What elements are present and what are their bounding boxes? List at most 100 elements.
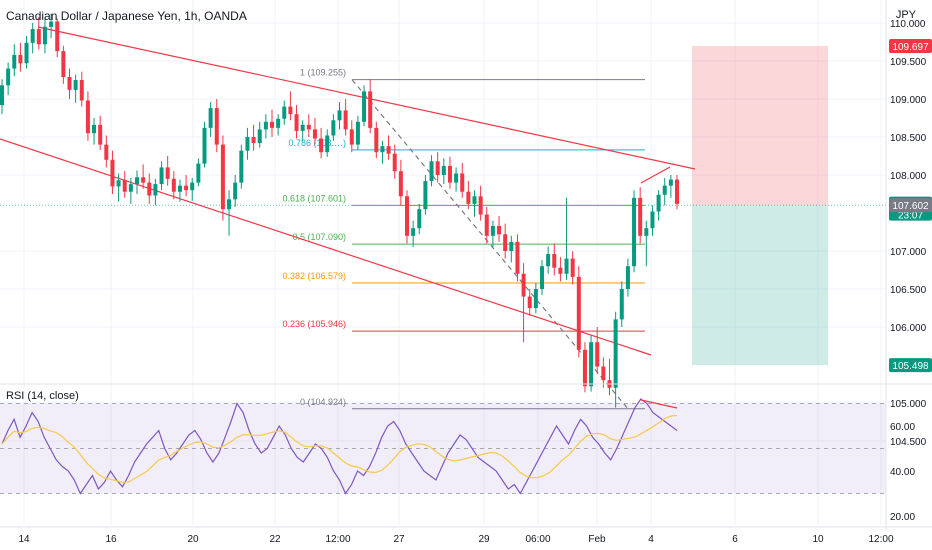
candle-body	[429, 161, 434, 182]
candle-body	[533, 289, 538, 308]
candle-body	[122, 180, 127, 192]
candle-body	[110, 159, 115, 187]
candle-body	[552, 254, 557, 268]
candle-body	[276, 118, 281, 128]
channel-upper-line	[37, 26, 696, 170]
candle-body	[546, 254, 551, 267]
rsi-indicator-label[interactable]: RSI (14, close)	[6, 390, 79, 402]
candle-body	[30, 29, 35, 43]
candle-body	[644, 228, 649, 236]
candle-body	[576, 276, 581, 350]
candle-body	[282, 106, 287, 119]
candle-body	[423, 181, 428, 210]
candle-body	[632, 197, 637, 267]
candle-body	[42, 26, 47, 45]
candle-body	[466, 191, 471, 204]
candle-body	[325, 135, 330, 153]
candle-body	[61, 51, 66, 77]
candlesticks	[0, 13, 679, 408]
currency-label[interactable]: JPY	[895, 9, 916, 21]
fib-level-label: 0.618 (107.601)	[282, 193, 346, 203]
fib-level-label: 0.236 (105.946)	[282, 319, 346, 329]
candle-body	[67, 76, 72, 90]
candle-body	[141, 177, 146, 183]
descending-channel[interactable]	[0, 26, 696, 356]
rsi-tick-label: 40.00	[890, 467, 915, 478]
channel-lower-line	[0, 138, 652, 356]
candle-body	[374, 127, 379, 153]
candle-body	[49, 21, 54, 27]
rsi-pane	[0, 398, 886, 495]
fib-level-label: 1 (109.255)	[300, 68, 346, 78]
price-badge-label: 109.697	[892, 42, 929, 53]
candle-body	[613, 319, 618, 388]
price-badge	[889, 358, 932, 373]
candle-body	[650, 211, 655, 229]
price-badge	[889, 198, 932, 213]
candle-body	[656, 194, 661, 212]
time-tick-label: 12:00	[868, 534, 893, 545]
price-badge-label: 107.602	[892, 201, 929, 212]
candle-body	[159, 167, 164, 185]
price-tick-label: 109.000	[890, 95, 927, 106]
price-tick-label: 108.500	[890, 133, 927, 144]
candle-body	[478, 196, 483, 215]
candle-body	[638, 197, 643, 236]
candle-body	[343, 110, 348, 130]
candle-body	[263, 121, 268, 130]
time-tick-label: 6	[732, 534, 738, 545]
long-position-tool[interactable]	[0, 46, 886, 366]
candle-body	[527, 296, 532, 308]
countdown-label: 23:07	[898, 211, 923, 222]
candle-body	[447, 165, 452, 183]
candle-body	[595, 342, 600, 367]
candle-body	[233, 182, 238, 200]
candle-body	[355, 121, 360, 145]
candle-body	[270, 121, 274, 128]
rsi-tick-label: 20.00	[890, 512, 915, 523]
candle-body	[135, 177, 139, 185]
time-tick-label: 16	[105, 534, 117, 545]
candle-body	[251, 137, 256, 144]
candle-body	[288, 106, 293, 115]
candle-body	[306, 124, 311, 130]
candle-body	[18, 54, 23, 64]
candle-body	[386, 146, 391, 154]
stop-zone	[692, 205, 828, 366]
candle-body	[128, 184, 133, 192]
candle-body	[521, 273, 526, 297]
candle-body	[337, 110, 342, 121]
fibonacci-retracement[interactable]: 1 (109.255) 0.786 (108.…) 0.618 (107.601) 0…	[282, 68, 645, 410]
candle-body	[208, 108, 213, 128]
candle-body	[368, 91, 373, 128]
candle-body	[362, 91, 367, 122]
candle-body	[589, 342, 594, 387]
candle-body	[405, 196, 409, 236]
candle-body	[294, 114, 299, 131]
candle-body	[625, 266, 630, 289]
candle-body	[675, 179, 679, 204]
time-tick-label: 12:00	[325, 534, 350, 545]
candle-body	[24, 42, 29, 64]
candle-body	[147, 182, 152, 196]
price-tick-label: 110.000	[890, 19, 926, 30]
candle-body	[227, 199, 232, 210]
candle-body	[104, 144, 109, 160]
candle-body	[662, 185, 667, 195]
profit-zone	[692, 46, 828, 206]
candle-body	[558, 267, 563, 274]
candle-body	[196, 163, 201, 183]
symbol-title[interactable]: Canadian Dollar / Japanese Yen, 1h, OAND…	[6, 9, 247, 23]
candle-body	[257, 129, 262, 144]
price-tick-label: 107.000	[890, 247, 927, 258]
candle-body	[417, 209, 422, 229]
candle-body	[619, 289, 624, 320]
candle-body	[245, 137, 250, 151]
candle-body	[202, 127, 207, 164]
rsi-ma-line	[1, 414, 678, 484]
time-tick-label: 22	[269, 534, 281, 545]
chart-grid	[0, 0, 886, 525]
